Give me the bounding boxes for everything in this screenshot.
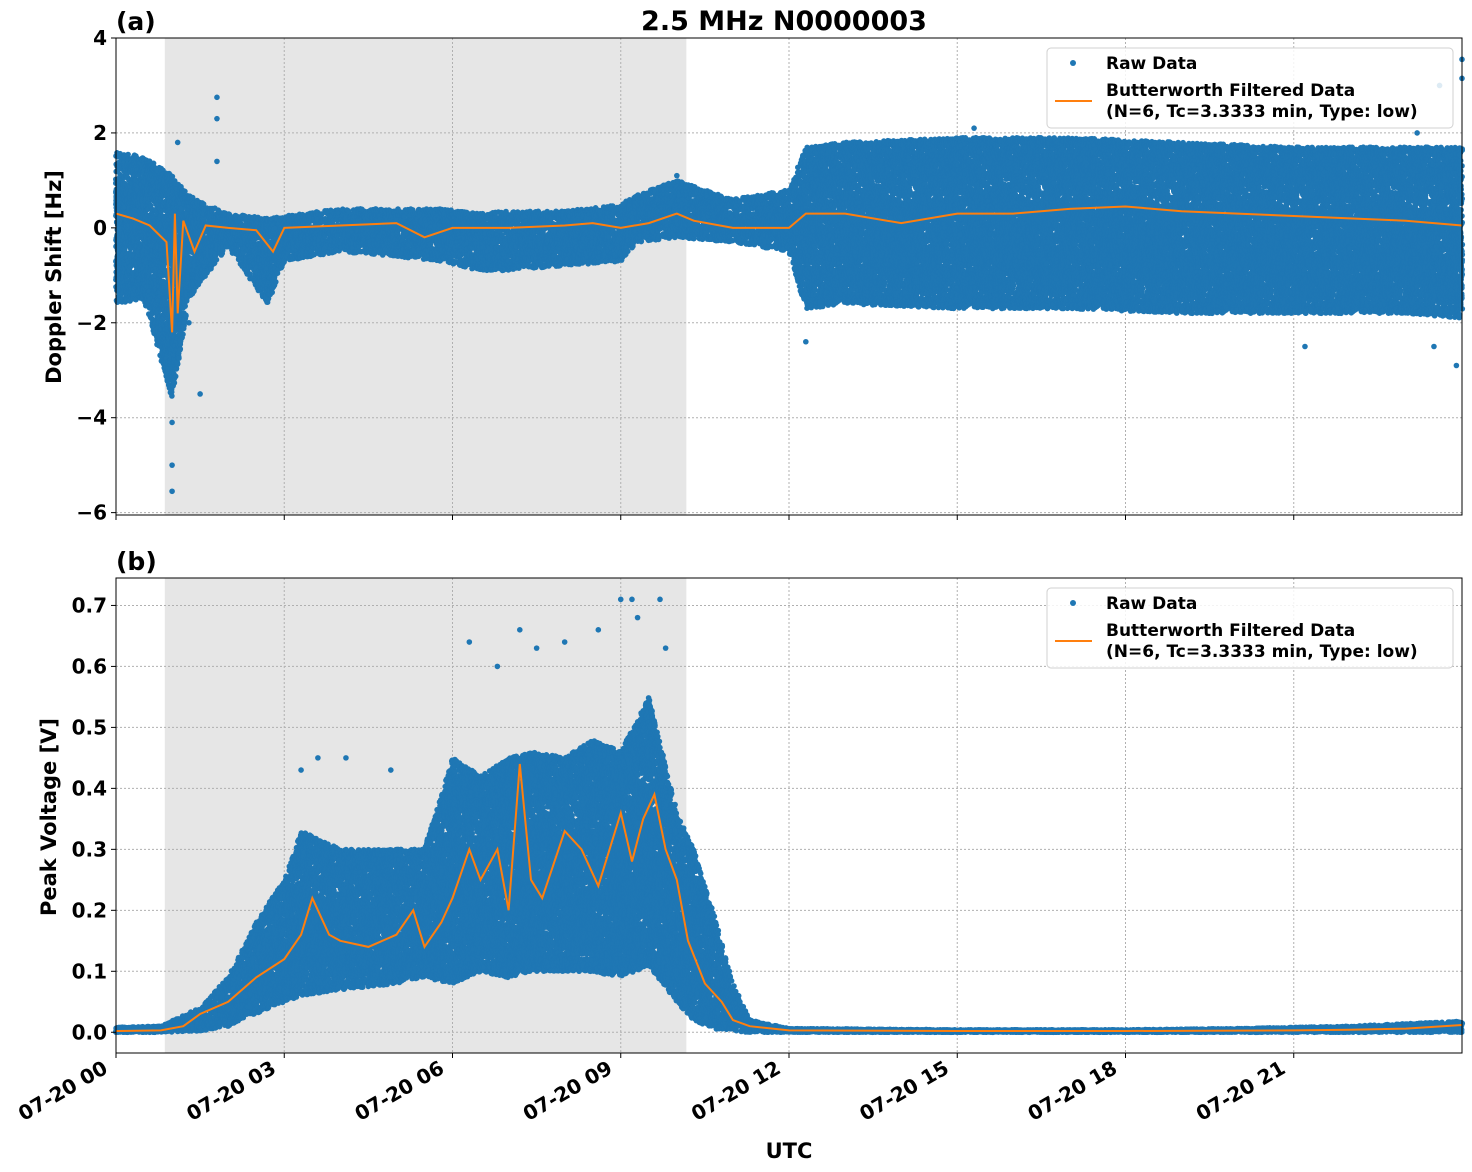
x-axis-label: UTC xyxy=(766,1139,813,1163)
panel-a-y-axis-label: Doppler Shift [Hz] xyxy=(42,170,66,384)
figure-title: 2.5 MHz N0000003 xyxy=(641,6,927,37)
night-shaded-span xyxy=(165,38,687,515)
panel-a-label: (a) xyxy=(116,7,156,36)
figure: 2.5 MHz N0000003 UTC (a) Doppler Shift [… xyxy=(0,0,1472,1172)
